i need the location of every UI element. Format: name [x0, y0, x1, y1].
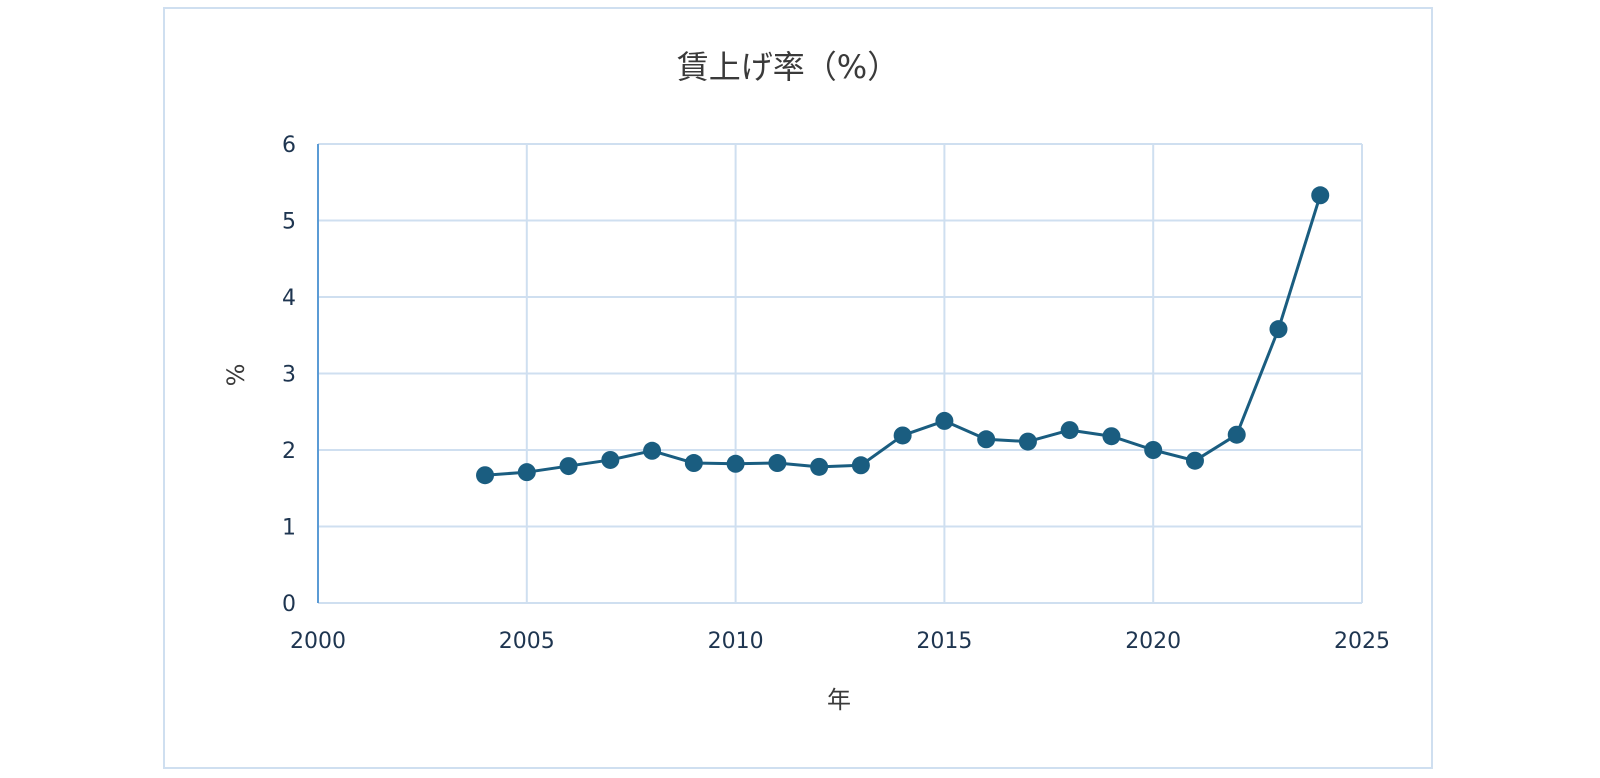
y-axis-title: %	[222, 364, 250, 387]
data-point-2013	[851, 456, 870, 475]
data-point-2004	[476, 466, 495, 485]
y-tick-label: 2	[282, 439, 296, 464]
y-tick-label: 4	[282, 286, 296, 311]
grid-lines	[317, 143, 1363, 604]
y-tick-label: 3	[282, 363, 296, 388]
data-series	[476, 186, 1330, 485]
tick-labels: 0 1 2 3 4 5 6 2000 2005 2010 2015 2020 2025	[282, 133, 1390, 654]
data-point-2016	[977, 430, 996, 449]
data-point-2005	[517, 463, 536, 482]
x-axis-title: 年	[827, 686, 851, 714]
data-point-2009	[684, 454, 703, 473]
data-point-2019	[1102, 427, 1121, 446]
data-point-2024	[1311, 186, 1330, 205]
chart-frame	[163, 7, 1433, 769]
data-point-2023	[1269, 320, 1288, 339]
data-point-2020	[1144, 441, 1163, 459]
y-tick-label: 5	[282, 210, 296, 235]
data-point-2015	[935, 411, 954, 430]
data-point-2014	[893, 426, 912, 445]
y-tick-label: 0	[282, 592, 296, 617]
y-tick-label: 6	[282, 133, 296, 158]
data-point-2007	[601, 450, 620, 469]
data-point-2022	[1227, 425, 1246, 444]
data-point-2010	[726, 454, 745, 473]
data-point-2018	[1060, 421, 1079, 440]
data-point-2008	[643, 441, 662, 460]
x-tick-label: 2015	[916, 629, 972, 654]
x-tick-label: 2010	[708, 629, 764, 654]
data-point-2012	[810, 457, 829, 476]
data-point-2006	[559, 457, 578, 476]
x-tick-label: 2000	[290, 629, 346, 654]
x-tick-label: 2025	[1334, 629, 1390, 654]
data-point-2011	[768, 454, 787, 473]
chart-title: 賃上げ率（%）	[677, 48, 899, 86]
data-point-2017	[1018, 432, 1037, 451]
y-tick-label: 1	[282, 516, 296, 541]
x-tick-label: 2005	[499, 629, 555, 654]
data-point-2021	[1185, 451, 1204, 470]
x-tick-label: 2020	[1125, 629, 1181, 654]
